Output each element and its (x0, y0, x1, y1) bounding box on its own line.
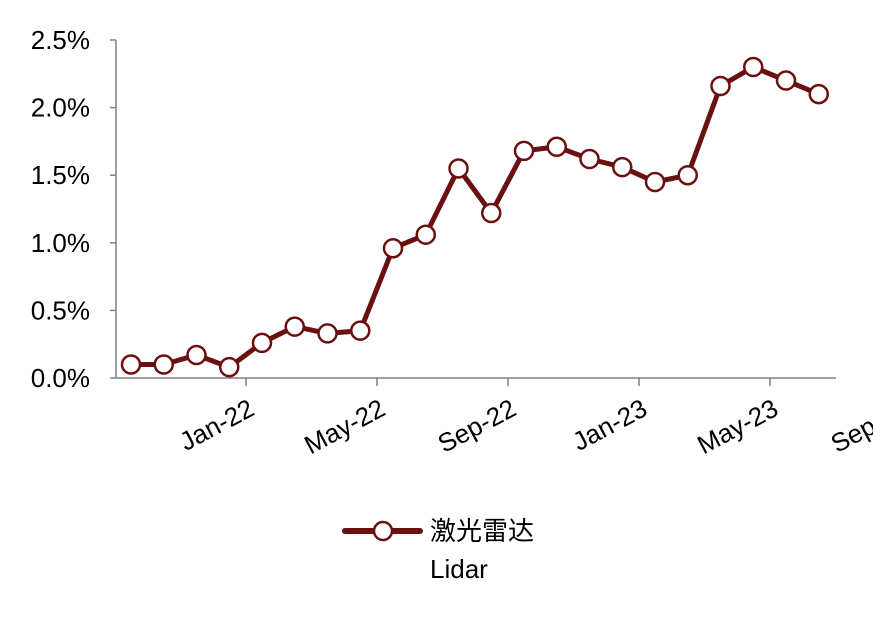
legend-label-cn: 激光雷达 (430, 516, 534, 546)
data-point (382, 237, 404, 259)
y-axis-ticks: 0.0% 0.5% 1.0% 1.5% 2.0% 2.5% (31, 25, 116, 393)
legend: 激光雷达 Lidar (342, 516, 534, 584)
data-point (481, 202, 502, 224)
x-axis-ticks: Jan-22 May-22 Sep-22 Jan-23 May-23 Sep-23 (175, 378, 873, 460)
x-tick-label: May-23 (692, 393, 783, 460)
data-point (677, 164, 698, 186)
y-tick-label: 2.5% (31, 25, 90, 55)
data-point (120, 354, 142, 375)
data-point (350, 320, 371, 341)
y-tick-label: 1.0% (31, 228, 90, 258)
x-tick-label: Sep-22 (433, 393, 521, 459)
data-point (513, 140, 535, 162)
axes (115, 40, 836, 379)
data-point (612, 156, 633, 178)
legend-label-en: Lidar (430, 554, 488, 584)
x-tick-label: Jan-23 (568, 393, 652, 457)
y-tick-label: 0.5% (31, 295, 90, 325)
data-point (284, 316, 305, 337)
data-point (251, 332, 273, 354)
data-point (546, 136, 567, 158)
data-point (317, 323, 338, 344)
data-point (775, 70, 797, 91)
data-point (153, 354, 174, 375)
x-tick-label: May-22 (299, 393, 390, 460)
y-tick-label: 0.0% (31, 363, 90, 393)
data-point (710, 75, 731, 97)
data-point (219, 356, 240, 378)
y-tick-label: 2.0% (31, 93, 90, 123)
series-layer (120, 56, 829, 378)
data-point (415, 224, 436, 245)
data-point (808, 83, 829, 105)
x-tick-label: Jan-22 (175, 393, 259, 457)
data-point (743, 56, 764, 78)
x-tick-label: Sep-23 (826, 393, 873, 459)
legend-marker-swatch (372, 520, 394, 542)
series-line-lidar (128, 64, 822, 370)
data-point (448, 158, 469, 179)
y-tick-label: 1.5% (31, 160, 90, 190)
data-point (644, 171, 666, 193)
data-point (186, 344, 207, 366)
data-point (579, 148, 600, 170)
